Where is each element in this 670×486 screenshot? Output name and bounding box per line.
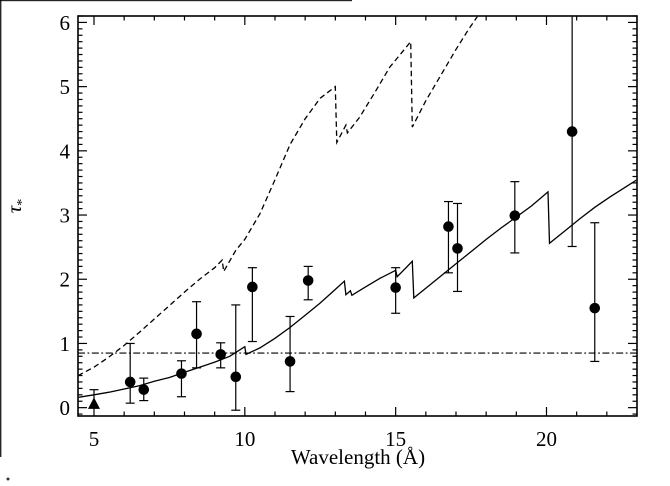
- data-point: [509, 210, 521, 221]
- data-point: [230, 371, 242, 383]
- x-tick-label: 5: [89, 427, 100, 451]
- data-point: [566, 126, 578, 137]
- scan-artifact-left-border: [0, 0, 2, 457]
- x-axis-label: Wavelength (Å): [291, 445, 425, 469]
- data-point: [176, 368, 187, 379]
- y-tick-label: 6: [60, 11, 71, 35]
- y-tick-label: 2: [60, 268, 71, 292]
- y-tick-label: 1: [60, 332, 71, 356]
- solid-model-curve: [78, 179, 637, 398]
- data-point: [443, 221, 454, 232]
- data-point: [284, 356, 296, 367]
- data-point: [124, 376, 136, 388]
- axes-frame: [77, 15, 638, 417]
- data-point: [215, 349, 226, 360]
- y-tick-label: 3: [60, 204, 71, 228]
- data-point: [191, 328, 202, 340]
- data-point: [138, 384, 150, 395]
- scan-artifact-top-border: [0, 0, 352, 2]
- data-point: [302, 275, 314, 286]
- dashed-model-curve: [78, 16, 478, 376]
- x-tick-label: 10: [234, 427, 255, 451]
- data-point: [247, 281, 258, 293]
- scan-artifact-dot: [6, 477, 10, 481]
- plot-area: 5 10 15 20 0 1 2 3 4 5 6: [0, 0, 638, 481]
- y-tick-label: 5: [60, 75, 71, 99]
- y-axis-label: τ*: [2, 199, 30, 214]
- data-point-triangle: [87, 397, 100, 409]
- y-tick-label: 0: [60, 396, 71, 420]
- data-point: [390, 282, 401, 293]
- y-axis-label-subscript: *: [15, 199, 30, 206]
- y-tick-label: 4: [60, 139, 71, 163]
- y-axis-label-tau: τ: [2, 204, 26, 213]
- x-tick-label: 20: [536, 427, 557, 451]
- x-tick-label: 15: [385, 427, 406, 451]
- data-point: [589, 302, 601, 314]
- data-point: [452, 243, 463, 254]
